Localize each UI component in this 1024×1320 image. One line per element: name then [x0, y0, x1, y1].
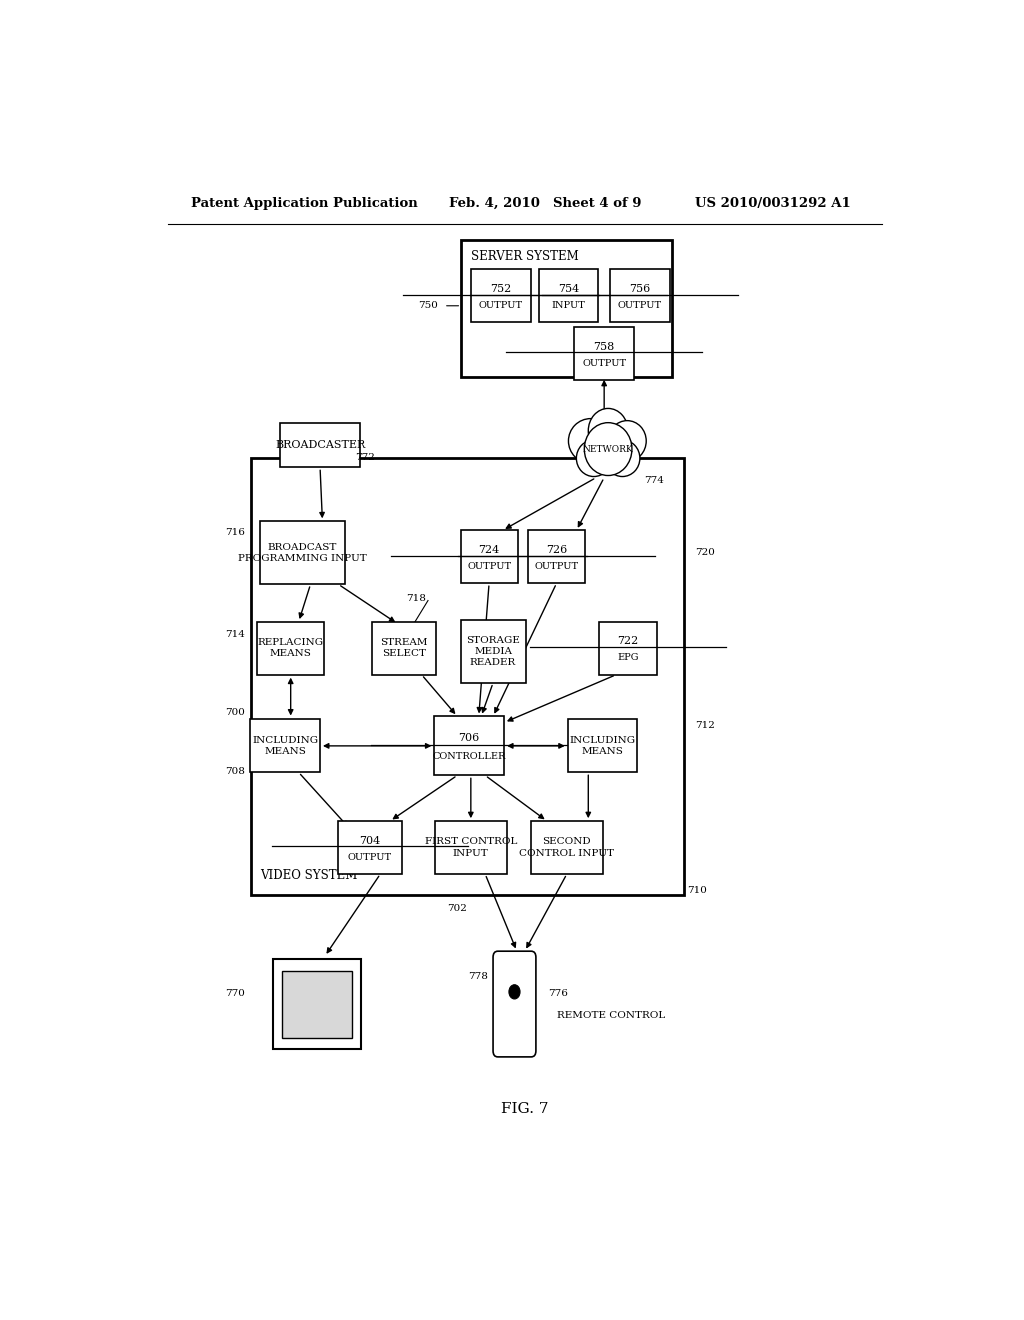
- Ellipse shape: [588, 408, 628, 453]
- Text: STORAGE
MEDIA
READER: STORAGE MEDIA READER: [466, 636, 520, 667]
- FancyBboxPatch shape: [610, 269, 670, 322]
- FancyBboxPatch shape: [539, 269, 598, 322]
- Circle shape: [509, 985, 520, 999]
- FancyBboxPatch shape: [434, 717, 504, 775]
- Text: OUTPUT: OUTPUT: [467, 562, 511, 570]
- Ellipse shape: [577, 440, 611, 477]
- Text: FIG. 7: FIG. 7: [501, 1102, 549, 1115]
- Text: VIDEO SYSTEM: VIDEO SYSTEM: [260, 869, 358, 882]
- FancyBboxPatch shape: [528, 531, 585, 583]
- FancyBboxPatch shape: [260, 521, 345, 585]
- Text: 716: 716: [225, 528, 246, 537]
- Text: OUTPUT: OUTPUT: [479, 301, 523, 310]
- Text: OUTPUT: OUTPUT: [582, 359, 627, 367]
- Text: OUTPUT: OUTPUT: [535, 562, 579, 570]
- Text: 718: 718: [406, 594, 426, 603]
- Text: BROADCASTER: BROADCASTER: [274, 440, 366, 450]
- Text: BROADCAST
PROGRAMMING INPUT: BROADCAST PROGRAMMING INPUT: [239, 543, 367, 562]
- FancyBboxPatch shape: [273, 960, 360, 1049]
- Ellipse shape: [605, 440, 640, 477]
- Text: 724: 724: [478, 545, 500, 554]
- Text: INCLUDING
MEANS: INCLUDING MEANS: [252, 735, 318, 756]
- FancyBboxPatch shape: [250, 719, 321, 772]
- FancyBboxPatch shape: [281, 422, 359, 467]
- FancyBboxPatch shape: [494, 952, 536, 1057]
- Text: REPLACING
MEANS: REPLACING MEANS: [258, 639, 324, 659]
- Text: 708: 708: [225, 767, 246, 776]
- Text: 750: 750: [418, 301, 437, 310]
- Text: CONTROLLER: CONTROLLER: [432, 752, 506, 762]
- Text: Sheet 4 of 9: Sheet 4 of 9: [553, 197, 641, 210]
- Text: OUTPUT: OUTPUT: [348, 853, 392, 862]
- Text: INPUT: INPUT: [552, 301, 586, 310]
- Text: 754: 754: [558, 284, 580, 294]
- Text: NETWORK: NETWORK: [583, 445, 634, 454]
- Text: EPG: EPG: [617, 653, 639, 663]
- Ellipse shape: [608, 421, 646, 461]
- FancyBboxPatch shape: [282, 970, 352, 1038]
- Text: US 2010/0031292 A1: US 2010/0031292 A1: [695, 197, 851, 210]
- Text: 700: 700: [225, 708, 246, 717]
- Text: 704: 704: [359, 836, 381, 846]
- Text: Feb. 4, 2010: Feb. 4, 2010: [450, 197, 541, 210]
- Text: FIRST CONTROL
INPUT: FIRST CONTROL INPUT: [425, 837, 517, 858]
- Text: 714: 714: [225, 630, 246, 639]
- Ellipse shape: [585, 422, 632, 475]
- FancyBboxPatch shape: [461, 531, 518, 583]
- Text: 774: 774: [644, 477, 664, 484]
- Text: 720: 720: [695, 548, 716, 557]
- Text: 722: 722: [617, 636, 639, 647]
- FancyBboxPatch shape: [338, 821, 401, 874]
- FancyBboxPatch shape: [574, 327, 634, 380]
- FancyBboxPatch shape: [373, 622, 436, 675]
- Text: 702: 702: [447, 904, 467, 913]
- Text: 712: 712: [695, 721, 716, 730]
- Text: OUTPUT: OUTPUT: [617, 301, 662, 310]
- Text: 776: 776: [549, 990, 568, 998]
- Text: 778: 778: [468, 972, 488, 981]
- Text: SERVER SYSTEM: SERVER SYSTEM: [471, 249, 579, 263]
- Text: Patent Application Publication: Patent Application Publication: [191, 197, 418, 210]
- Text: 758: 758: [594, 342, 614, 351]
- FancyBboxPatch shape: [251, 458, 684, 895]
- FancyBboxPatch shape: [257, 622, 325, 675]
- FancyBboxPatch shape: [471, 269, 530, 322]
- Text: 770: 770: [225, 990, 246, 998]
- Ellipse shape: [568, 418, 613, 463]
- Text: 726: 726: [546, 545, 567, 554]
- FancyBboxPatch shape: [461, 620, 525, 682]
- Text: 752: 752: [490, 284, 512, 294]
- FancyBboxPatch shape: [531, 821, 602, 874]
- Text: STREAM
SELECT: STREAM SELECT: [381, 639, 428, 659]
- FancyBboxPatch shape: [599, 622, 656, 675]
- FancyBboxPatch shape: [567, 719, 638, 772]
- Text: INCLUDING
MEANS: INCLUDING MEANS: [569, 735, 636, 756]
- Text: SECOND
CONTROL INPUT: SECOND CONTROL INPUT: [519, 837, 614, 858]
- Text: REMOTE CONTROL: REMOTE CONTROL: [557, 1011, 665, 1020]
- FancyBboxPatch shape: [461, 240, 672, 378]
- Text: 706: 706: [459, 733, 480, 743]
- Text: 710: 710: [687, 886, 708, 895]
- Text: 756: 756: [629, 284, 650, 294]
- FancyBboxPatch shape: [435, 821, 507, 874]
- Text: 772: 772: [355, 453, 375, 462]
